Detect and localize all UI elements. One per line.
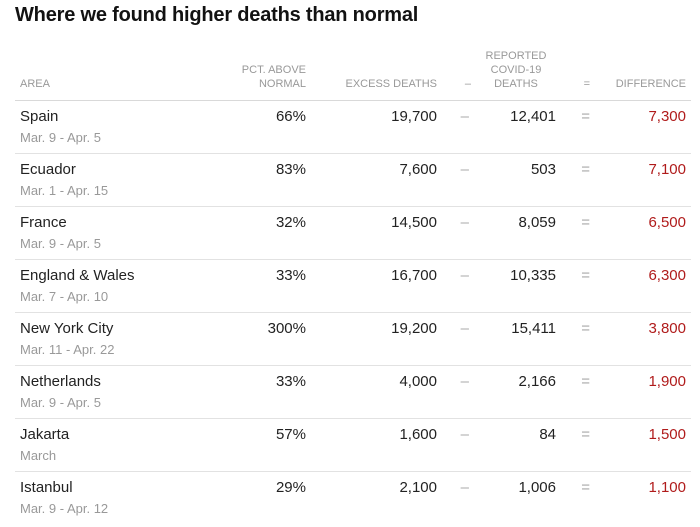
area-name: France	[20, 214, 67, 231]
column-header-difference: DIFFERENCE	[615, 78, 686, 90]
table-row: Spain Mar. 9 - Apr. 5 66% 19,700 – 12,40…	[15, 101, 691, 154]
equals-sign: =	[581, 479, 590, 496]
date-range: Mar. 9 - Apr. 12	[20, 501, 109, 516]
equals-sign: =	[581, 320, 590, 337]
column-header-excess-deaths: EXCESS DEATHS	[345, 78, 438, 90]
table-header: AREA PCT. ABOVE NORMAL EXCESS DEATHS – R…	[15, 45, 691, 101]
minus-sign: –	[460, 267, 469, 284]
date-range: Mar. 1 - Apr. 15	[20, 183, 109, 198]
minus-sign: –	[460, 320, 469, 337]
table-body: Spain Mar. 9 - Apr. 5 66% 19,700 – 12,40…	[15, 101, 691, 524]
table-row: Ecuador Mar. 1 - Apr. 15 83% 7,600 – 503…	[15, 154, 691, 207]
reported-deaths: 15,411	[511, 320, 556, 337]
reported-deaths: 84	[539, 426, 556, 443]
area-name: Istanbul	[20, 479, 73, 496]
reported-deaths: 2,166	[518, 373, 556, 390]
difference-value: 1,500	[648, 426, 686, 443]
date-range: Mar. 9 - Apr. 5	[20, 395, 101, 410]
table-row: England & Wales Mar. 7 - Apr. 10 33% 16,…	[15, 260, 691, 313]
excess-deaths: 4,000	[399, 373, 437, 390]
difference-value: 6,300	[648, 267, 686, 284]
table-row: Istanbul Mar. 9 - Apr. 12 29% 2,100 – 1,…	[15, 472, 691, 524]
reported-deaths: 503	[530, 161, 556, 178]
reported-deaths: 1,006	[518, 479, 556, 496]
pct-above-normal: 33%	[275, 267, 306, 284]
excess-deaths: 14,500	[391, 214, 437, 231]
difference-value: 3,800	[648, 320, 686, 337]
area-name: Ecuador	[20, 161, 76, 178]
pct-above-normal: 66%	[275, 108, 306, 125]
excess-deaths-table: AREA PCT. ABOVE NORMAL EXCESS DEATHS – R…	[15, 45, 691, 524]
excess-deaths: 1,600	[399, 426, 437, 443]
column-header-reported-line1: REPORTED	[485, 50, 547, 62]
equals-sign: =	[581, 373, 590, 390]
table-row: France Mar. 9 - Apr. 5 32% 14,500 – 8,05…	[15, 207, 691, 260]
area-name: England & Wales	[20, 267, 135, 284]
equals-sign: =	[581, 426, 590, 443]
area-name: Spain	[20, 108, 59, 125]
table-row: Netherlands Mar. 9 - Apr. 5 33% 4,000 – …	[15, 366, 691, 419]
page-title: Where we found higher deaths than normal	[15, 4, 419, 26]
column-header-equals: =	[583, 78, 590, 90]
difference-value: 7,100	[648, 161, 686, 178]
equals-sign: =	[581, 108, 590, 125]
difference-value: 6,500	[648, 214, 686, 231]
minus-sign: –	[460, 108, 469, 125]
date-range: Mar. 9 - Apr. 5	[20, 130, 101, 145]
equals-sign: =	[581, 161, 590, 178]
pct-above-normal: 57%	[275, 426, 306, 443]
table-row: Jakarta March 57% 1,600 – 84 = 1,500	[15, 419, 691, 472]
pct-above-normal: 83%	[275, 161, 306, 178]
pct-above-normal: 33%	[275, 373, 306, 390]
date-range: Mar. 7 - Apr. 10	[20, 289, 109, 304]
column-header-minus: –	[464, 78, 471, 90]
area-name: Jakarta	[20, 426, 70, 443]
date-range: March	[20, 448, 57, 463]
excess-deaths: 2,100	[399, 479, 437, 496]
excess-deaths: 16,700	[391, 267, 437, 284]
pct-above-normal: 32%	[275, 214, 306, 231]
date-range: Mar. 11 - Apr. 22	[20, 342, 115, 357]
table-row: New York City Mar. 11 - Apr. 22 300% 19,…	[15, 313, 691, 366]
reported-deaths: 10,335	[510, 267, 556, 284]
equals-sign: =	[581, 267, 590, 284]
column-header-reported-covid-deaths: REPORTED COVID-19 DEATHS	[476, 49, 556, 91]
column-header-pct-above-normal: PCT. ABOVE NORMAL	[216, 63, 306, 91]
minus-sign: –	[460, 479, 469, 496]
reported-deaths: 12,401	[510, 108, 556, 125]
area-name: Netherlands	[20, 373, 101, 390]
reported-deaths: 8,059	[518, 214, 556, 231]
minus-sign: –	[460, 214, 469, 231]
minus-sign: –	[460, 426, 469, 443]
date-range: Mar. 9 - Apr. 5	[20, 236, 101, 251]
pct-above-normal: 300%	[267, 320, 306, 337]
area-name: New York City	[20, 320, 114, 337]
column-header-reported-line3: DEATHS	[494, 78, 538, 90]
equals-sign: =	[581, 214, 590, 231]
difference-value: 7,300	[648, 108, 686, 125]
column-header-area: AREA	[20, 78, 50, 90]
pct-above-normal: 29%	[275, 479, 306, 496]
excess-deaths: 7,600	[399, 161, 437, 178]
difference-value: 1,900	[648, 373, 686, 390]
minus-sign: –	[460, 161, 469, 178]
column-header-reported-line2: COVID-19	[490, 64, 542, 76]
excess-deaths: 19,200	[391, 320, 437, 337]
column-header-pct-line2: NORMAL	[258, 78, 306, 90]
difference-value: 1,100	[648, 479, 686, 496]
column-header-pct-line1: PCT. ABOVE	[241, 64, 306, 76]
minus-sign: –	[460, 373, 469, 390]
excess-deaths: 19,700	[391, 108, 437, 125]
